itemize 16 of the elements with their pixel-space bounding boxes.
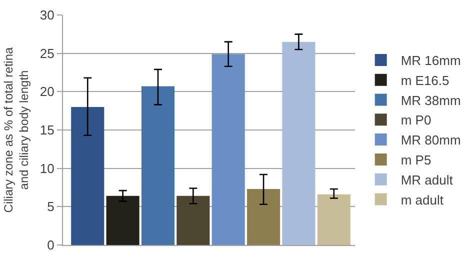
y-tick-label: 10 [40,160,54,176]
y-tick-label: 25 [40,46,54,61]
legend-label: MR adult [400,172,454,188]
y-tick-label: 0 [47,238,54,253]
legend-label: m adult [400,192,444,208]
y-tick-label: 15 [40,122,54,138]
legend-label: MR 38mm [400,92,461,108]
y-tick-label: 30 [40,8,54,23]
legend-label: MR 16mm [400,53,461,68]
legend-label: m P0 [400,112,432,128]
legend-label: m E16.5 [400,72,450,88]
y-tick-label: 5 [47,199,54,214]
y-axis-title: Ciliary zone as % of total retina and ciliary body length [2,46,32,213]
legend-label: MR 80mm [400,132,461,148]
y-tick-label: 20 [40,84,54,100]
legend-label: m P5 [400,152,432,168]
